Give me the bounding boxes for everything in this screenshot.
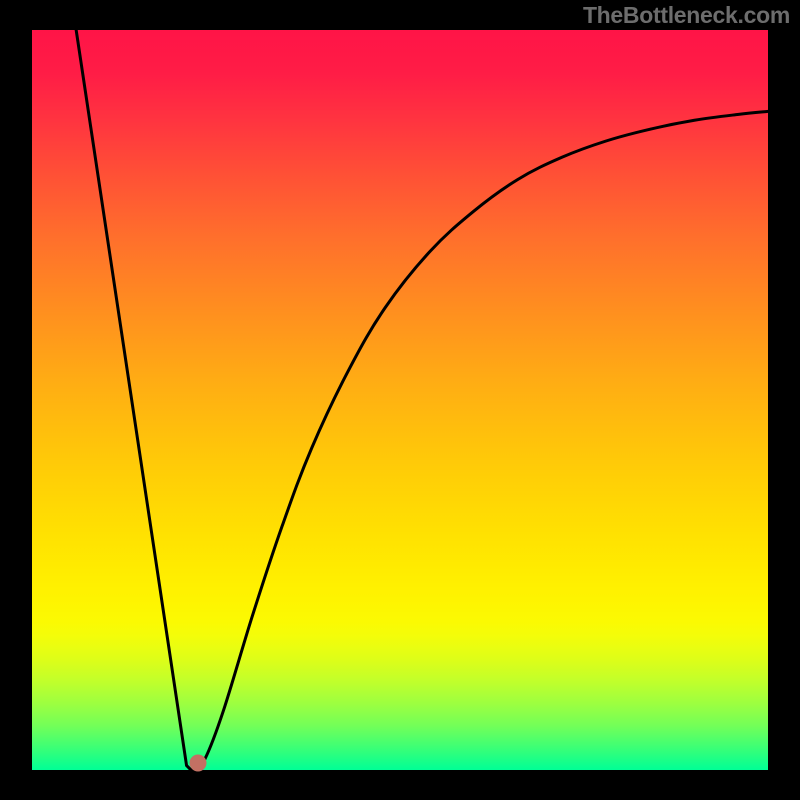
minimum-marker [189,755,206,772]
plot-area [32,30,768,770]
v-curve [76,30,768,770]
watermark-text: TheBottleneck.com [583,2,790,29]
curve-layer [32,30,768,770]
